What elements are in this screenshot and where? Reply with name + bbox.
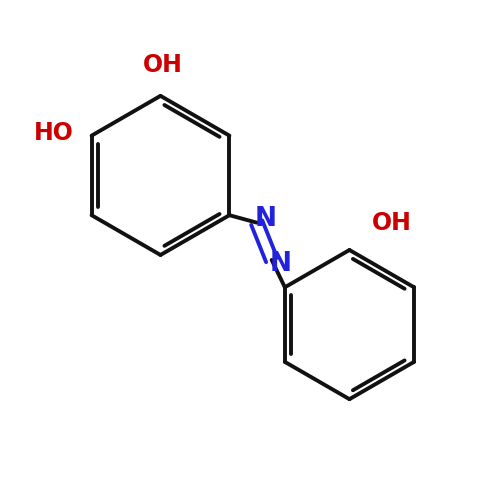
Text: N: N bbox=[270, 251, 291, 277]
Text: OH: OH bbox=[143, 53, 183, 77]
Text: HO: HO bbox=[34, 121, 74, 145]
Text: OH: OH bbox=[372, 211, 412, 235]
Text: N: N bbox=[254, 206, 276, 232]
